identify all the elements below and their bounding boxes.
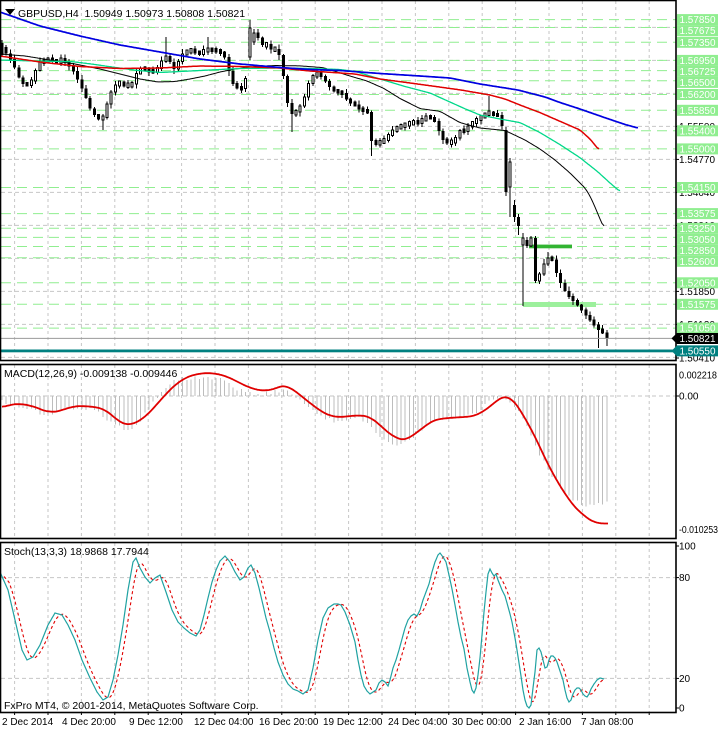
- svg-text:1.56200: 1.56200: [680, 90, 716, 101]
- svg-text:16 Dec 20:00: 16 Dec 20:00: [259, 717, 319, 728]
- svg-text:0.002218: 0.002218: [679, 371, 717, 382]
- svg-text:1.54150: 1.54150: [680, 183, 716, 194]
- svg-text:1.53050: 1.53050: [680, 235, 716, 246]
- svg-text:30 Dec 00:00: 30 Dec 00:00: [452, 717, 512, 728]
- svg-text:20: 20: [679, 674, 691, 685]
- svg-text:MACD(12,26,9) -0.009138 -0.009: MACD(12,26,9) -0.009138 -0.009446: [4, 368, 178, 380]
- svg-text:7 Jan 08:00: 7 Jan 08:00: [581, 717, 634, 728]
- svg-text:1.52600: 1.52600: [680, 257, 716, 268]
- svg-text:1.51575: 1.51575: [680, 300, 716, 311]
- svg-text:1.50550: 1.50550: [680, 346, 716, 357]
- svg-text:1.55000: 1.55000: [680, 144, 716, 155]
- svg-text:1.55400: 1.55400: [680, 126, 716, 137]
- svg-text:-0.010253: -0.010253: [679, 525, 718, 536]
- svg-text:1.54040: 1.54040: [679, 188, 715, 199]
- svg-text:9 Dec 12:00: 9 Dec 12:00: [129, 717, 183, 728]
- svg-text:1.53575: 1.53575: [680, 209, 716, 220]
- svg-text:2 Dec 2014: 2 Dec 2014: [2, 717, 54, 728]
- svg-text:1.57675: 1.57675: [680, 26, 716, 37]
- svg-text:1.56950: 1.56950: [680, 56, 716, 67]
- svg-text:2 Jan 16:00: 2 Jan 16:00: [519, 717, 572, 728]
- svg-text:1.56725: 1.56725: [680, 67, 716, 78]
- svg-text:1.52050: 1.52050: [680, 278, 716, 289]
- svg-text:80: 80: [679, 573, 691, 584]
- svg-text:24 Dec 04:00: 24 Dec 04:00: [388, 717, 448, 728]
- svg-text:1.53250: 1.53250: [680, 224, 716, 235]
- svg-text:1.51050: 1.51050: [680, 324, 716, 335]
- svg-text:0: 0: [679, 704, 685, 715]
- svg-text:0.00: 0.00: [679, 392, 699, 403]
- svg-text:1.50821: 1.50821: [680, 334, 716, 345]
- svg-text:FxPro MT4, © 2001-2014, MetaQu: FxPro MT4, © 2001-2014, MetaQuotes Softw…: [4, 700, 259, 712]
- svg-text:1.52850: 1.52850: [680, 246, 716, 257]
- svg-text:1.55850: 1.55850: [680, 106, 716, 117]
- svg-text:1.57350: 1.57350: [680, 38, 716, 49]
- svg-text:1.50410: 1.50410: [679, 354, 715, 365]
- svg-text:19 Dec 12:00: 19 Dec 12:00: [323, 717, 383, 728]
- svg-text:100: 100: [679, 542, 696, 553]
- svg-text:4 Dec 20:00: 4 Dec 20:00: [62, 717, 116, 728]
- svg-text:Stoch(13,3,3) 18.9868 17.7944: Stoch(13,3,3) 18.9868 17.7944: [4, 546, 149, 558]
- svg-text:1.57850: 1.57850: [680, 15, 716, 26]
- svg-text:1.51850: 1.51850: [679, 287, 715, 298]
- svg-text:1.56500: 1.56500: [680, 78, 716, 89]
- svg-text:12 Dec 04:00: 12 Dec 04:00: [194, 717, 254, 728]
- svg-text:1.54770: 1.54770: [679, 155, 715, 166]
- svg-text:GBPUSD,H4 1.50949 1.50973 1.5: GBPUSD,H4 1.50949 1.50973 1.50808 1.5082…: [18, 8, 245, 20]
